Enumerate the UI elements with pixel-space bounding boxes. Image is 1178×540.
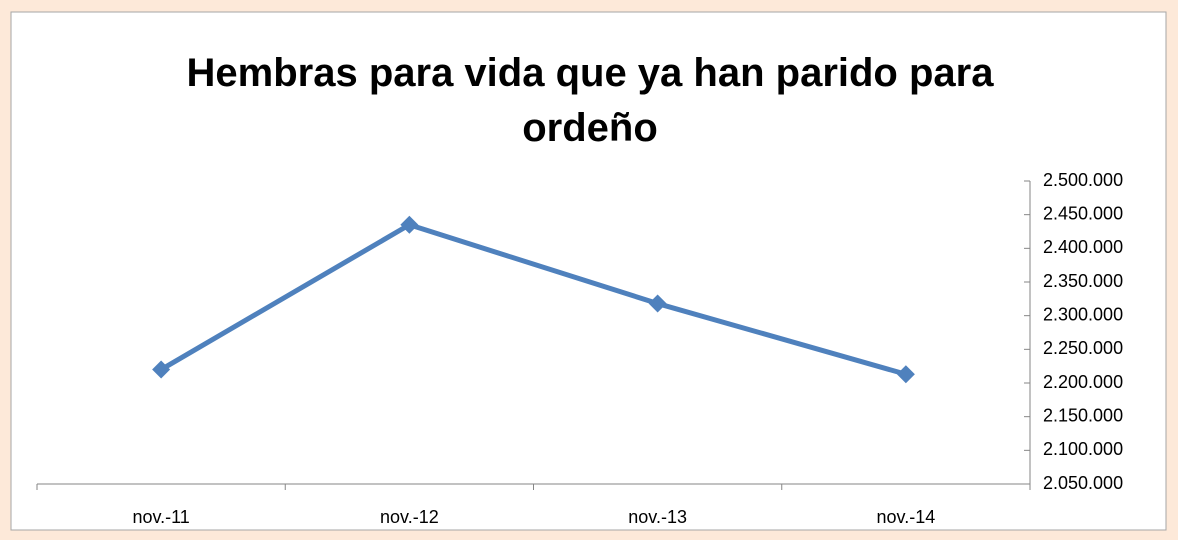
y-tick-label: 2.500.000 [1043,170,1123,190]
marker [400,215,419,234]
x-tick-label: nov.-12 [380,507,439,527]
chart-title: Hembras para vida que ya han parido para… [187,51,995,150]
series-line [159,222,907,377]
y-tick-label: 2.200.000 [1043,372,1123,392]
y-tick-label: 2.050.000 [1043,473,1123,493]
y-tick-label: 2.150.000 [1043,405,1123,425]
y-tick-label: 2.250.000 [1043,338,1123,358]
y-tick-label: 2.100.000 [1043,439,1123,459]
x-tick-label: nov.-11 [132,507,189,527]
marker [896,365,915,384]
x-tick-label: nov.-13 [628,507,687,527]
y-tick-label: 2.300.000 [1043,304,1123,324]
y-tick-label: 2.400.000 [1043,237,1123,257]
marker [648,294,667,313]
x-tick-label: nov.-14 [877,507,936,527]
marker [152,360,171,379]
y-tick-label: 2.450.000 [1043,203,1123,223]
y-tick-label: 2.350.000 [1043,271,1123,291]
plot-frame [10,11,1167,531]
